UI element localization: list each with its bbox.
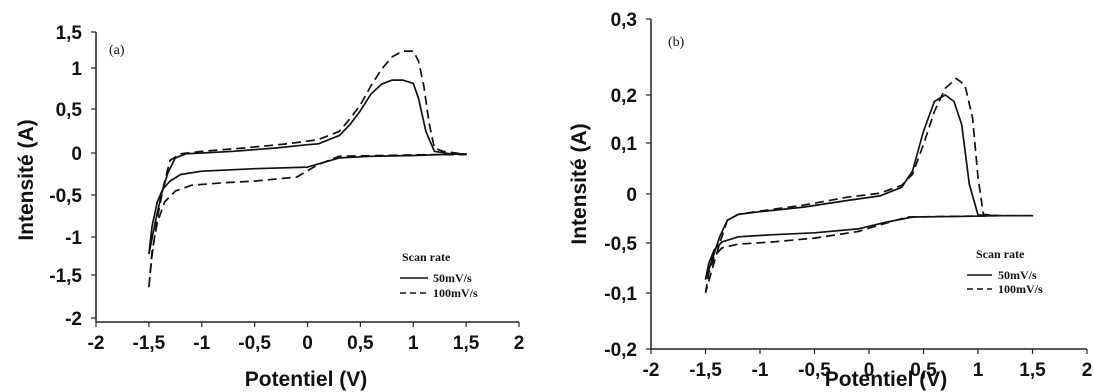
chart-a-legend-label: 100mV/s — [433, 286, 478, 300]
chart-a-y-tick-label: -1 — [65, 228, 82, 249]
chart-b-y-tick-label: -0,2 — [604, 340, 637, 361]
chart-a-panel-label: (a) — [109, 43, 125, 58]
chart-b-x-tick-label: -1 — [752, 360, 769, 381]
chart-b-y-tick-label: -0,5 — [604, 234, 637, 255]
chart-a-series-dashed — [148, 50, 467, 288]
chart-b-y-tick-label: 0 — [626, 185, 637, 206]
chart-panel-a: -2 -1,5 -1 -0,5 0 0,5 1 1,5 2 -2 -1,5 -1 -0,5 0 0,5 1 1,… — [0, 0, 540, 392]
chart-a-x-tick-label: -0,5 — [238, 333, 271, 354]
chart-b-x-tick-label: 1,5 — [1019, 360, 1046, 381]
chart-b-y-axis-title: Intensité (A) — [568, 123, 591, 244]
chart-a-x-tick-label: -2 — [88, 333, 105, 354]
chart-b-legend-label: 100mV/s — [998, 282, 1043, 296]
chart-a-y-tick-label: 1 — [71, 59, 82, 80]
chart-a-svg: -2 -1,5 -1 -0,5 0 0,5 1 1,5 2 -2 -1,5 -1 -0,5 0 0,5 1 1,… — [15, 23, 525, 391]
chart-b-x-tick-label: 0,5 — [910, 360, 937, 381]
chart-b-y-tick-label: -0,1 — [604, 284, 637, 305]
chart-a-x-tick-label: 0 — [302, 333, 313, 354]
chart-b-x-tick-label: 2 — [1082, 360, 1093, 381]
chart-a-x-tick-label: -1 — [193, 333, 210, 354]
chart-b-y-tick-label: 0,3 — [611, 10, 637, 31]
chart-a-y-axis-title: Intensité (A) — [15, 119, 38, 240]
chart-a-series-solid — [148, 79, 467, 255]
chart-b-svg: -2 -1,5 -1 -0,5 0 0,5 1 1,5 2 -0,2 -0,1 -0,5 0 0,1 0,2… — [568, 10, 1093, 391]
chart-a-y-tick-label: 0,5 — [56, 100, 83, 121]
chart-a-y-tick-label: 1,5 — [56, 23, 83, 44]
chart-a-legend-title: Scan rate — [402, 250, 451, 264]
chart-a-x-tick-label: 0,5 — [347, 333, 374, 354]
chart-b-x-axis-title: Potentiel (V) — [825, 368, 948, 391]
chart-b-panel-label: (b) — [668, 35, 685, 50]
chart-b-x-tick-label: -0,5 — [798, 360, 831, 381]
chart-a-y-tick-label: -0,5 — [49, 186, 82, 207]
chart-b-x-tick-label: 0 — [864, 360, 875, 381]
chart-a-x-tick-label: 1,5 — [453, 333, 480, 354]
chart-b-legend-title: Scan rate — [976, 247, 1025, 261]
chart-b-y-tick-label: 0,1 — [611, 134, 638, 155]
chart-b-legend-label: 50mV/s — [998, 268, 1037, 282]
chart-a-y-tick-label: 0 — [71, 144, 82, 165]
chart-b-series-dashed — [704, 77, 1034, 294]
chart-a-legend-label: 50mV/s — [433, 271, 472, 285]
chart-a-x-tick-label: 2 — [514, 333, 525, 354]
chart-b-x-tick-label: 1 — [973, 360, 984, 381]
chart-a-x-tick-label: 1 — [408, 333, 419, 354]
chart-b-y-tick-label: 0,2 — [611, 86, 637, 107]
chart-b-x-tick-label: -1,5 — [689, 360, 722, 381]
chart-a-x-tick-label: -1,5 — [133, 333, 166, 354]
chart-b-x-tick-label: -2 — [643, 360, 660, 381]
chart-panel-b: -2 -1,5 -1 -0,5 0 0,5 1 1,5 2 -0,2 -0,1 -0,5 0 0,1 0,2… — [555, 0, 1094, 392]
chart-a-x-axis-title: Potentiel (V) — [245, 368, 368, 391]
chart-a-y-tick-label: -2 — [65, 309, 82, 330]
chart-a-y-tick-label: -1,5 — [49, 266, 82, 287]
